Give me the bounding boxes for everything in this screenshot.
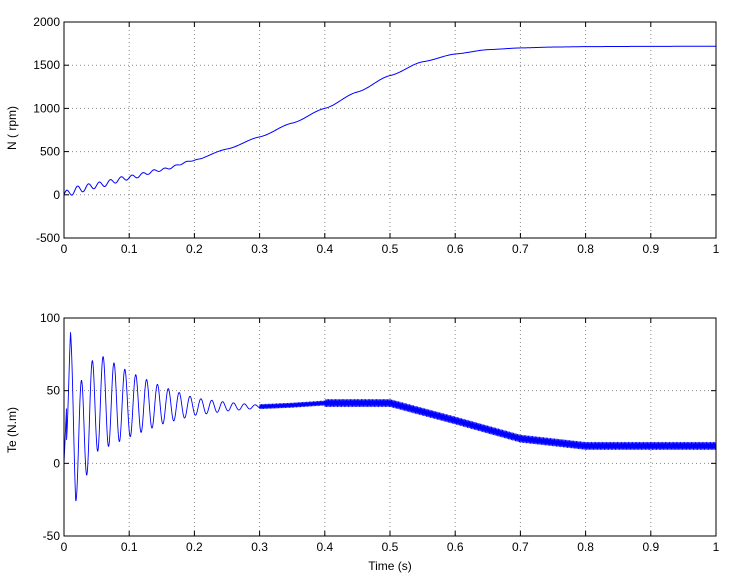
torque-series xyxy=(63,332,717,502)
x-tick-label: 0.2 xyxy=(186,242,203,256)
x-tick-label: 0.7 xyxy=(512,540,529,554)
speed-ticks: 0 0.1 0.2 0.3 0.4 0.5 0.6 0.7 0.8 0.9 1-5000500100… xyxy=(33,15,719,256)
x-tick-label: 0.3 xyxy=(251,540,268,554)
speed-series-line xyxy=(63,45,716,196)
y-tick-label: 100 xyxy=(40,311,60,325)
x-tick-label: 0.9 xyxy=(642,540,659,554)
speed-grid xyxy=(64,22,716,238)
y-tick-label: 2000 xyxy=(33,15,60,29)
x-tick-label: 0.2 xyxy=(186,540,203,554)
y-tick-label: 1500 xyxy=(33,58,60,72)
x-tick-label: 0.3 xyxy=(251,242,268,256)
y-tick-label: -500 xyxy=(36,231,60,245)
x-tick-label: 0.6 xyxy=(447,540,464,554)
x-tick-label: 0.8 xyxy=(577,242,594,256)
x-tick-label: 0.9 xyxy=(642,242,659,256)
x-tick-label: 0.1 xyxy=(121,540,138,554)
x-tick-label: 1 xyxy=(713,540,720,554)
y-tick-label: 50 xyxy=(47,384,61,398)
x-tick-label: 0.8 xyxy=(577,540,594,554)
torque-grid xyxy=(64,318,716,536)
torque-x-axis-label: Time (s) xyxy=(368,559,412,573)
speed-axes: 0 0.1 0.2 0.3 0.4 0.5 0.6 0.7 0.8 0.9 1-5000500100… xyxy=(5,15,720,256)
x-tick-label: 0.5 xyxy=(382,242,399,256)
y-tick-label: 500 xyxy=(40,145,60,159)
torque-series-line xyxy=(63,332,717,502)
x-tick-label: 0 xyxy=(61,540,68,554)
x-tick-label: 1 xyxy=(713,242,720,256)
x-tick-label: 0 xyxy=(61,242,68,256)
speed-series xyxy=(63,45,716,196)
x-tick-label: 0.4 xyxy=(316,242,333,256)
x-tick-label: 0.6 xyxy=(447,242,464,256)
x-tick-label: 0.5 xyxy=(382,540,399,554)
y-tick-label: 0 xyxy=(53,456,60,470)
y-tick-label: 1000 xyxy=(33,101,60,115)
y-tick-label: -50 xyxy=(43,529,61,543)
y-tick-label: 0 xyxy=(53,188,60,202)
x-tick-label: 0.1 xyxy=(121,242,138,256)
x-tick-label: 0.7 xyxy=(512,242,529,256)
speed-y-axis-label: N ( rpm) xyxy=(5,106,19,150)
torque-y-axis-label: Te (N.m) xyxy=(5,407,19,453)
x-tick-label: 0.4 xyxy=(316,540,333,554)
